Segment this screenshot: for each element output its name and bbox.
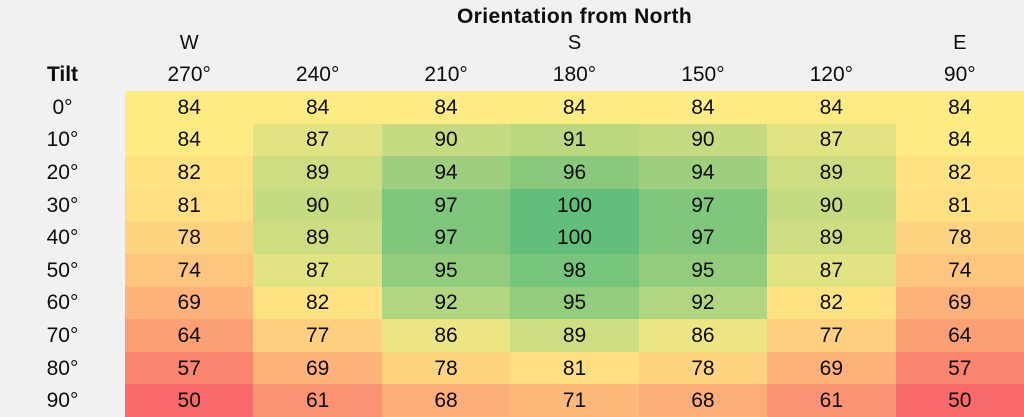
heatmap-cell: 82 bbox=[767, 286, 896, 320]
heatmap-cell: 82 bbox=[253, 286, 382, 320]
heatmap-cell: 90 bbox=[638, 123, 768, 157]
heatmap-cell: 77 bbox=[253, 319, 382, 352]
heatmap-cell: 86 bbox=[381, 319, 511, 352]
heatmap-cell: 87 bbox=[253, 253, 382, 287]
heatmap-cell: 89 bbox=[767, 156, 896, 189]
row-label: 20° bbox=[46, 160, 79, 184]
direction-label-s: S bbox=[567, 32, 582, 54]
heatmap-cell: 84 bbox=[767, 91, 896, 124]
heatmap-cell: 69 bbox=[895, 286, 1024, 320]
row-label: 70° bbox=[46, 323, 79, 347]
chart-title: Orientation from North bbox=[456, 5, 693, 28]
heatmap-cell: 71 bbox=[510, 384, 639, 417]
heatmap-cell: 89 bbox=[253, 156, 382, 189]
heatmap-cell: 90 bbox=[253, 188, 382, 222]
heatmap-cell: 97 bbox=[638, 221, 768, 254]
column-header: 120° bbox=[809, 63, 854, 86]
heatmap-cell: 92 bbox=[381, 286, 511, 320]
heatmap-cell: 97 bbox=[381, 188, 511, 222]
heatmap-cell: 94 bbox=[638, 156, 768, 189]
heatmap-cell: 100 bbox=[510, 221, 639, 254]
heatmap-cell: 97 bbox=[381, 221, 511, 254]
heatmap-cell: 74 bbox=[125, 253, 254, 287]
column-header: 210° bbox=[424, 63, 468, 86]
heatmap-cell: 78 bbox=[638, 351, 768, 385]
row-label: 30° bbox=[46, 193, 79, 217]
heatmap-cell: 89 bbox=[510, 319, 639, 352]
heatmap-cell: 94 bbox=[381, 156, 511, 189]
heatmap-cell: 84 bbox=[510, 91, 639, 124]
heatmap-cell: 68 bbox=[638, 384, 768, 417]
heatmap-cell: 82 bbox=[895, 156, 1024, 189]
heatmap-cell: 84 bbox=[895, 91, 1024, 124]
row-label: 50° bbox=[46, 258, 79, 282]
heatmap-cell: 78 bbox=[125, 221, 254, 254]
heatmap-cell: 86 bbox=[638, 319, 768, 352]
heatmap-cell: 84 bbox=[381, 91, 511, 124]
row-axis-label: Tilt bbox=[46, 63, 79, 86]
heatmap-cell: 84 bbox=[125, 91, 254, 124]
heatmap-cell: 69 bbox=[767, 351, 896, 385]
heatmap-cell: 68 bbox=[381, 384, 511, 417]
heatmap-cell: 95 bbox=[381, 253, 511, 287]
heatmap-cell: 57 bbox=[895, 351, 1024, 385]
heatmap-cell: 87 bbox=[767, 253, 896, 287]
column-header: 180° bbox=[552, 63, 597, 86]
direction-label-e: E bbox=[953, 32, 967, 54]
direction-label-w: W bbox=[179, 32, 199, 54]
row-label: 90° bbox=[46, 389, 79, 413]
heatmap-cell: 74 bbox=[895, 253, 1024, 287]
heatmap-cell: 89 bbox=[767, 221, 896, 254]
heatmap-cell: 96 bbox=[510, 156, 639, 189]
heatmap-cell: 64 bbox=[125, 319, 254, 352]
heatmap-cell: 84 bbox=[253, 91, 382, 124]
row-label: 0° bbox=[52, 95, 73, 119]
heatmap-cell: 84 bbox=[125, 123, 254, 157]
heatmap-cell: 78 bbox=[895, 221, 1024, 254]
row-label: 60° bbox=[46, 291, 79, 315]
heatmap-cell: 90 bbox=[381, 123, 511, 157]
column-header: 240° bbox=[295, 63, 340, 86]
heatmap-cell: 92 bbox=[638, 286, 768, 320]
heatmap-cell: 57 bbox=[125, 351, 254, 385]
heatmap-cell: 77 bbox=[767, 319, 896, 352]
column-header: 90° bbox=[943, 63, 976, 86]
heatmap-cell: 87 bbox=[253, 123, 382, 157]
heatmap-cell: 100 bbox=[510, 188, 639, 222]
heatmap-cell: 50 bbox=[895, 384, 1024, 417]
heatmap-cell: 81 bbox=[125, 188, 254, 222]
row-label: 40° bbox=[46, 226, 79, 250]
heatmap-cell: 90 bbox=[767, 188, 896, 222]
row-label: 10° bbox=[46, 128, 79, 152]
heatmap-cell: 81 bbox=[895, 188, 1024, 222]
heatmap-cell: 78 bbox=[381, 351, 511, 385]
column-header: 270° bbox=[167, 63, 211, 86]
heatmap-cell: 50 bbox=[125, 384, 254, 417]
heatmap-cell: 69 bbox=[125, 286, 254, 320]
heatmap-cell: 98 bbox=[510, 253, 639, 287]
row-label: 80° bbox=[46, 356, 79, 380]
heatmap-cell: 61 bbox=[253, 384, 382, 417]
heatmap-cell: 95 bbox=[510, 286, 639, 320]
heatmap-cell: 69 bbox=[253, 351, 382, 385]
heatmap-cell: 84 bbox=[638, 91, 768, 124]
heatmap-cell: 61 bbox=[767, 384, 896, 417]
heatmap-cell: 97 bbox=[638, 188, 768, 222]
heatmap-cell: 91 bbox=[510, 123, 639, 157]
heatmap-cell: 82 bbox=[125, 156, 254, 189]
column-header: 150° bbox=[681, 63, 725, 86]
heatmap-cell: 81 bbox=[510, 351, 639, 385]
heatmap-cell: 64 bbox=[895, 319, 1024, 352]
heatmap-cell: 84 bbox=[895, 123, 1024, 157]
heatmap-cell: 89 bbox=[253, 221, 382, 254]
heatmap-cell: 95 bbox=[638, 253, 768, 287]
heatmap-cell: 87 bbox=[767, 123, 896, 157]
